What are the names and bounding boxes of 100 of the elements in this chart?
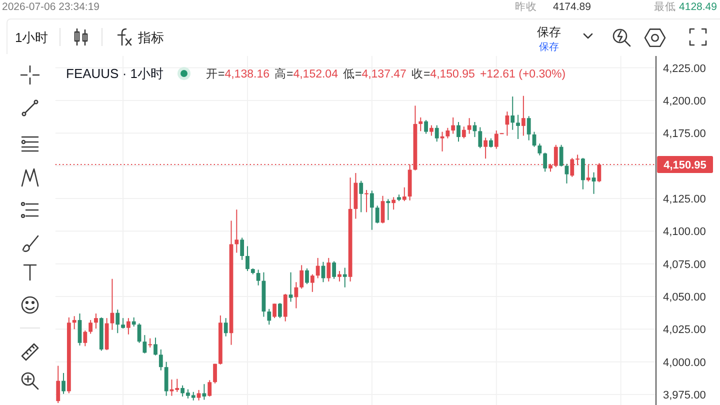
- candlestick: [440, 131, 444, 152]
- candlestick: [559, 144, 564, 167]
- text: 昨收: [515, 1, 537, 13]
- annotation: 4,137.47: [362, 68, 406, 80]
- candlestick: [78, 313, 82, 346]
- candlestick: [375, 205, 380, 224]
- candlestick: [467, 118, 472, 134]
- candlestick: [380, 195, 385, 224]
- price-tag: 4,150.95: [657, 156, 713, 174]
- candlestick: [316, 257, 320, 279]
- candlestick: [224, 318, 228, 337]
- annotation: 开=: [206, 68, 225, 80]
- ref-line-label: 4,150.95: [664, 160, 706, 172]
- text: 2026-07-06 23:34:19: [2, 1, 100, 13]
- candlestick: [213, 363, 217, 384]
- y-tick-label: 4,225.00: [663, 62, 706, 75]
- text: FEAUUS · 1小时: [66, 66, 164, 81]
- annotation: 4,138.16: [224, 68, 270, 80]
- candlestick: [564, 163, 569, 184]
- candlestick: [430, 124, 434, 136]
- text: 指标: [137, 30, 164, 45]
- annotation: 低=: [342, 68, 362, 80]
- candlestick: [56, 365, 60, 404]
- text: 4128.49: [679, 1, 718, 13]
- candlestick: [526, 116, 531, 141]
- candlestick: [234, 209, 239, 254]
- candlestick: [581, 157, 585, 190]
- candlestick: [310, 274, 314, 292]
- candlestick: [256, 269, 260, 286]
- candlestick: [364, 189, 368, 213]
- candlestick: [272, 303, 276, 319]
- candlestick: [386, 198, 390, 221]
- candlestick: [402, 186, 406, 202]
- text: 1小时: [15, 30, 48, 45]
- candlestick: [510, 96, 515, 130]
- candlestick: [288, 272, 293, 302]
- candlestick: [94, 313, 98, 330]
- candlestick: [240, 237, 244, 260]
- candlestick: [543, 152, 548, 172]
- candlestick: [332, 260, 336, 280]
- text: 4174.89: [553, 1, 592, 13]
- y-tick-label: 4,050.00: [663, 292, 706, 304]
- candlestick: [370, 190, 374, 230]
- candlestick: [338, 270, 342, 282]
- candlestick: [278, 302, 282, 319]
- candlestick: [446, 127, 450, 139]
- candlestick: [208, 380, 212, 398]
- candlestick: [478, 126, 482, 149]
- annotation: 4,152.04: [293, 68, 339, 80]
- candlestick: [83, 330, 88, 347]
- candlestick: [132, 316, 136, 328]
- candlestick: [326, 257, 331, 282]
- y-tick-label: 4,075.00: [663, 258, 706, 271]
- annotation: 收=: [411, 68, 430, 80]
- y-tick-label: 4,200.00: [663, 95, 706, 108]
- text: 保存: [539, 41, 559, 53]
- candlestick: [489, 138, 493, 148]
- candlestick: [72, 316, 76, 330]
- candlestick: [158, 348, 163, 371]
- candlestick: [267, 308, 272, 326]
- y-tick-label: 4,000.00: [663, 356, 706, 369]
- candlestick: [88, 320, 93, 334]
- candlestick: [484, 137, 488, 160]
- candlestick: [137, 322, 142, 344]
- candlestick: [392, 196, 396, 210]
- y-tick-label: 4,175.00: [663, 128, 706, 140]
- candlestick: [148, 338, 152, 348]
- candlestick: [246, 246, 250, 272]
- candlestick: [305, 268, 309, 285]
- annotation: 4,150.95: [430, 68, 475, 80]
- candlestick: [521, 95, 526, 136]
- y-tick-label: 4,125.00: [663, 193, 706, 206]
- text: 保存: [537, 25, 561, 39]
- candlestick: [121, 318, 125, 330]
- candlestick: [434, 124, 439, 142]
- y-tick-label: 3,975.00: [663, 390, 706, 402]
- candlestick: [300, 264, 304, 290]
- candlestick: [342, 267, 347, 288]
- text: 最低: [654, 1, 676, 13]
- y-tick-label: 4,100.00: [663, 226, 706, 238]
- candlestick: [462, 126, 466, 139]
- candlestick: [126, 318, 130, 335]
- candlestick: [196, 389, 201, 401]
- candlestick: [451, 116, 456, 134]
- y-tick-label: 4,025.00: [663, 324, 706, 336]
- candlestick: [142, 334, 147, 354]
- candlestick: [116, 309, 120, 334]
- candlestick: [110, 278, 114, 330]
- candlestick: [494, 130, 498, 150]
- candlestick: [283, 293, 288, 322]
- annotation: 高=: [274, 66, 294, 80]
- candlestick: [516, 114, 520, 140]
- candlestick: [62, 372, 66, 394]
- candlestick: [456, 122, 460, 142]
- candlestick: [592, 172, 596, 194]
- candlestick: [359, 180, 364, 213]
- candlestick: [294, 282, 298, 309]
- candlestick: [418, 116, 423, 132]
- candlestick: [538, 143, 542, 156]
- candlestick: [424, 120, 428, 134]
